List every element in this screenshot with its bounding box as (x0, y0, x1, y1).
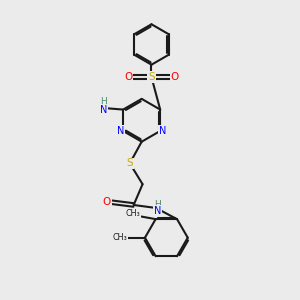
Text: S: S (127, 158, 133, 168)
Text: O: O (124, 72, 132, 82)
Text: CH₃: CH₃ (125, 209, 140, 218)
Text: N: N (117, 126, 125, 136)
Text: H: H (100, 97, 106, 106)
Text: N: N (154, 206, 161, 216)
Text: H: H (154, 200, 161, 209)
Text: O: O (171, 72, 179, 82)
Text: S: S (148, 72, 155, 82)
Text: CH₃: CH₃ (112, 233, 128, 242)
Text: N: N (159, 126, 166, 136)
Text: O: O (103, 197, 111, 207)
Text: N: N (100, 105, 107, 115)
